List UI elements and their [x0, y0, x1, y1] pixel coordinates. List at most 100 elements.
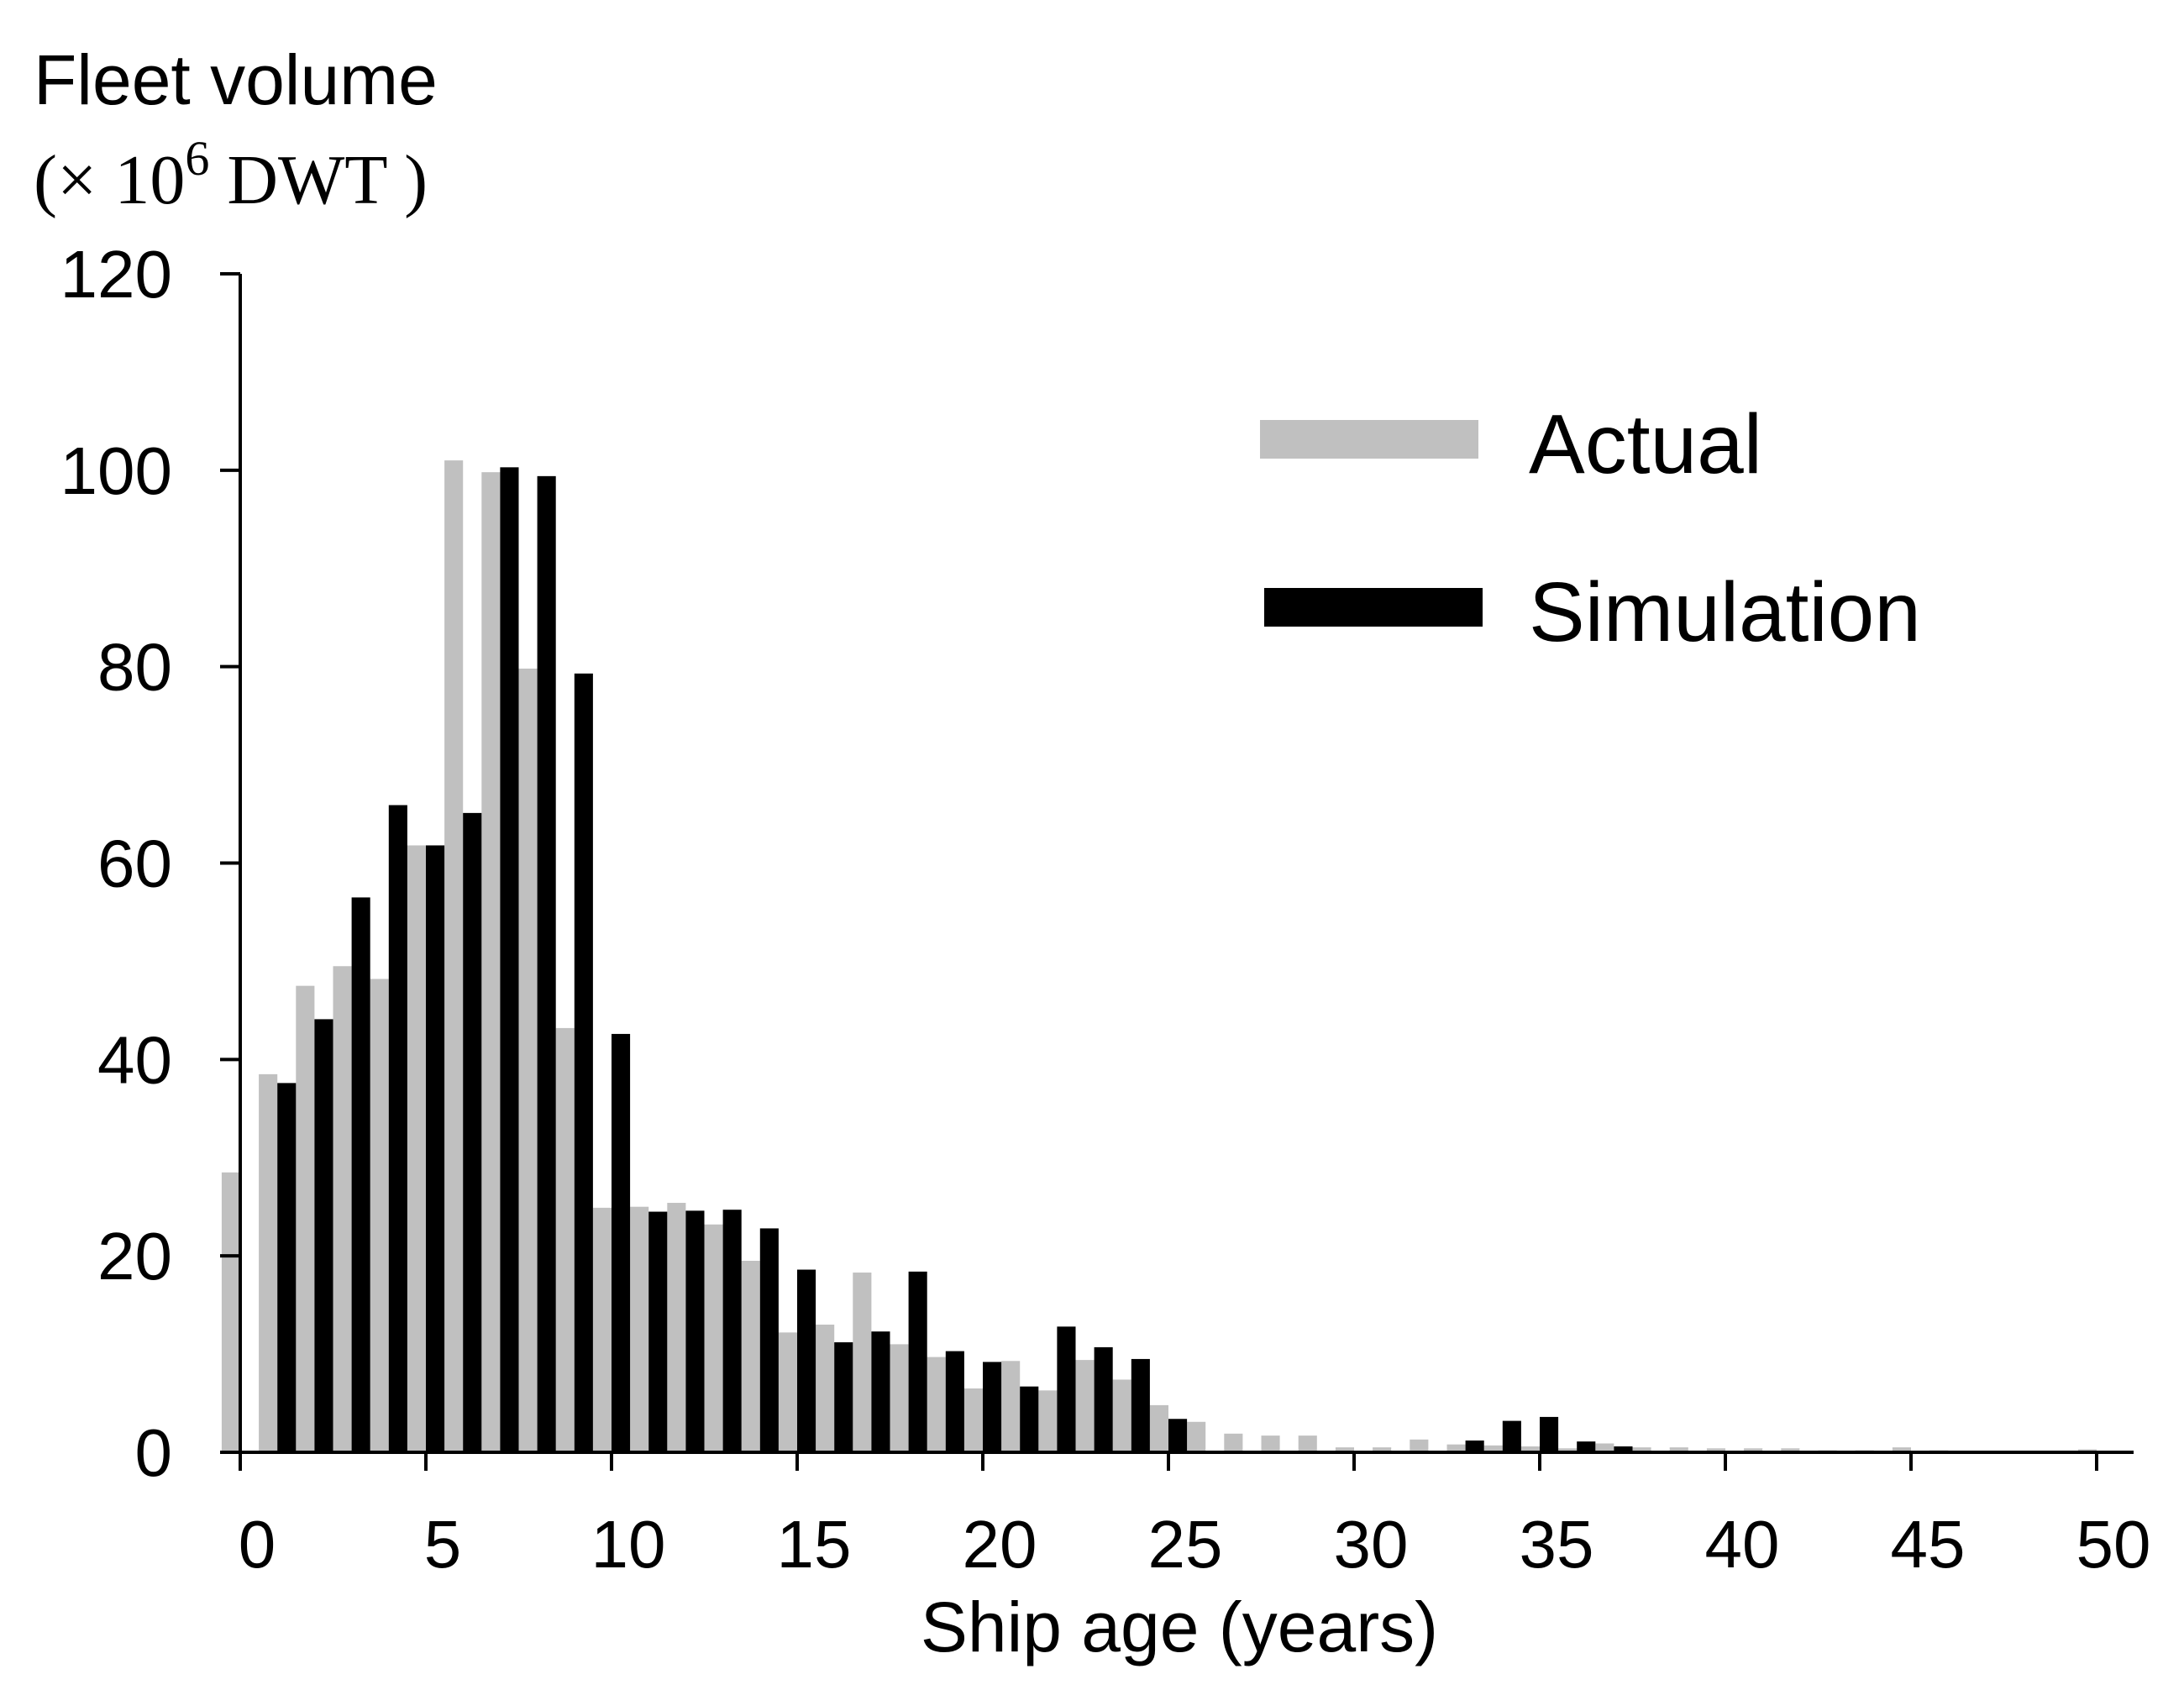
y-tick-label-0: 0 — [135, 1415, 173, 1490]
bar-simulation-age-33 — [1465, 1440, 1484, 1452]
bar-simulation-age-7 — [500, 467, 519, 1452]
bar-simulation-age-6 — [463, 812, 482, 1452]
bar-actual-age-17 — [853, 1273, 872, 1452]
x-tick-label-40: 40 — [1705, 1507, 1780, 1582]
bar-actual-age-30 — [1335, 1447, 1354, 1452]
bar-actual-age-2 — [296, 985, 315, 1452]
bar-actual-age-10 — [592, 1207, 612, 1452]
x-tick-label-35: 35 — [1520, 1507, 1594, 1582]
y-tick-label-40: 40 — [97, 1022, 172, 1097]
x-tick-label-30: 30 — [1334, 1507, 1409, 1582]
bar-actual-age-1 — [259, 1073, 278, 1452]
legend-label-actual: Actual — [1529, 397, 1762, 491]
bar-actual-age-36 — [1558, 1448, 1578, 1452]
bar-simulation-age-37 — [1614, 1446, 1633, 1452]
bar-actual-age-32 — [1410, 1439, 1429, 1452]
bar-simulation-age-36 — [1577, 1441, 1596, 1452]
y-tick-label-100: 100 — [60, 433, 172, 508]
bar-actual-age-6 — [444, 460, 464, 1452]
bar-actual-age-31 — [1373, 1447, 1392, 1452]
bar-group — [221, 460, 2097, 1453]
x-tick-label-20: 20 — [963, 1507, 1037, 1582]
bar-simulation-age-17 — [871, 1331, 890, 1452]
legend-swatch-simulation — [1264, 588, 1483, 627]
bar-actual-age-14 — [741, 1261, 760, 1452]
bar-simulation-age-1 — [277, 1083, 297, 1452]
bar-simulation-age-24 — [1131, 1358, 1150, 1452]
bar-actual-age-34 — [1483, 1445, 1503, 1452]
bar-actual-age-20 — [963, 1388, 983, 1452]
bar-simulation-age-14 — [759, 1228, 779, 1452]
bar-simulation-age-5 — [426, 845, 445, 1452]
bar-simulation-age-34 — [1502, 1420, 1521, 1452]
bar-simulation-age-20 — [983, 1362, 1002, 1452]
x-tick-label-45: 45 — [1891, 1507, 1966, 1582]
y-axis-label-exponent: 6 — [185, 131, 209, 186]
bar-actual-age-18 — [890, 1344, 909, 1452]
bar-actual-age-42 — [1781, 1448, 1800, 1452]
bar-actual-age-21 — [1001, 1361, 1021, 1452]
bar-actual-age-35 — [1520, 1446, 1540, 1452]
y-tick-label-120: 120 — [60, 237, 172, 312]
x-axis-label: Ship age (years) — [921, 1588, 1438, 1666]
bar-actual-age-19 — [927, 1357, 946, 1452]
bar-simulation-age-25 — [1168, 1419, 1188, 1452]
bar-actual-age-33 — [1446, 1444, 1466, 1452]
y-tick-label-80: 80 — [97, 630, 172, 705]
bar-simulation-age-10 — [612, 1033, 631, 1452]
bar-actual-age-22 — [1038, 1390, 1058, 1452]
y-axis-label-suffix: DWT ) — [209, 141, 428, 219]
bar-simulation-age-35 — [1540, 1416, 1559, 1452]
bar-simulation-age-3 — [351, 897, 370, 1452]
bar-simulation-age-12 — [685, 1210, 705, 1452]
bar-simulation-age-19 — [945, 1351, 964, 1452]
bar-actual-age-28 — [1261, 1435, 1280, 1452]
y-axis-ticks: 0 20 40 60 80 100 120 — [60, 237, 240, 1490]
bar-simulation-age-22 — [1057, 1326, 1076, 1452]
x-tick-label-0: 0 — [239, 1507, 276, 1582]
legend-swatch-actual — [1260, 420, 1478, 459]
bar-actual-age-41 — [1744, 1448, 1763, 1452]
bar-simulation-age-15 — [797, 1269, 816, 1453]
bar-actual-age-38 — [1632, 1447, 1651, 1452]
legend-label-simulation: Simulation — [1529, 565, 1921, 659]
bar-simulation-age-9 — [574, 673, 593, 1452]
bar-simulation-age-4 — [388, 805, 407, 1452]
bar-actual-age-24 — [1112, 1379, 1131, 1452]
bar-actual-age-4 — [370, 979, 389, 1452]
bar-simulation-age-23 — [1094, 1346, 1113, 1452]
x-tick-label-25: 25 — [1148, 1507, 1223, 1582]
x-tick-label-10: 10 — [591, 1507, 666, 1582]
bar-simulation-age-13 — [722, 1210, 742, 1452]
bar-actual-age-40 — [1706, 1448, 1725, 1452]
bar-actual-age-39 — [1669, 1447, 1688, 1452]
y-axis-label-line1: Fleet volume — [34, 40, 438, 119]
bar-simulation-age-18 — [908, 1271, 927, 1452]
bar-simulation-age-16 — [834, 1342, 853, 1452]
bar-actual-age-0 — [221, 1172, 240, 1452]
x-axis-ticks: 0 5 10 15 20 25 30 35 40 45 50 — [239, 1452, 2151, 1582]
bar-actual-age-29 — [1298, 1435, 1317, 1452]
bar-actual-age-11 — [630, 1206, 649, 1452]
bar-actual-age-37 — [1595, 1443, 1614, 1452]
bar-actual-age-27 — [1224, 1433, 1243, 1452]
bar-actual-age-15 — [778, 1332, 797, 1452]
bar-actual-age-3 — [333, 966, 352, 1452]
bar-actual-age-26 — [1187, 1421, 1206, 1452]
bar-actual-age-13 — [704, 1224, 723, 1452]
x-tick-label-15: 15 — [777, 1507, 852, 1582]
bar-actual-age-12 — [667, 1203, 686, 1452]
x-tick-label-50: 50 — [2076, 1507, 2151, 1582]
bar-actual-age-25 — [1149, 1404, 1168, 1452]
y-axis-label-line2: (× 106 DWT ) — [34, 131, 428, 219]
y-axis-label-prefix: (× 10 — [34, 141, 185, 219]
bar-simulation-age-21 — [1020, 1386, 1039, 1452]
bar-actual-age-23 — [1075, 1360, 1095, 1452]
bar-actual-age-8 — [518, 669, 538, 1452]
bar-actual-age-9 — [555, 1027, 575, 1452]
y-tick-label-60: 60 — [97, 827, 172, 901]
bar-simulation-age-11 — [648, 1211, 668, 1452]
bar-actual-age-5 — [407, 845, 426, 1452]
y-tick-label-20: 20 — [97, 1219, 172, 1294]
bar-simulation-age-8 — [537, 475, 556, 1452]
